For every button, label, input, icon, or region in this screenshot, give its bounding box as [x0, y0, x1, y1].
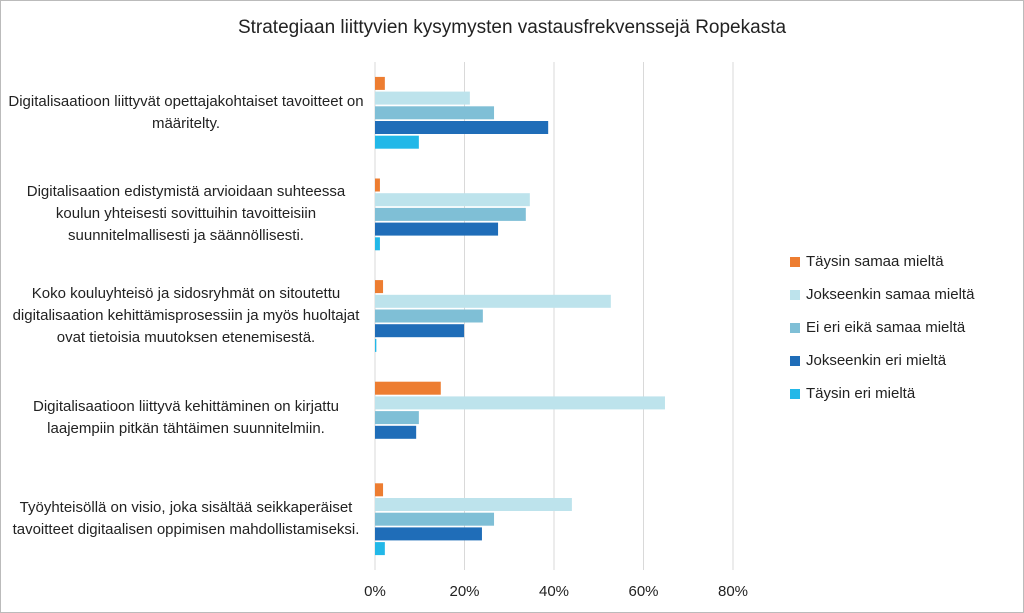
bar: [375, 324, 465, 338]
bar: [375, 338, 377, 352]
bar: [375, 542, 385, 556]
bar: [375, 425, 417, 439]
bar: [375, 121, 549, 134]
bar: [375, 280, 384, 294]
bar: [375, 309, 483, 323]
legend-swatch: [790, 323, 800, 333]
bar: [375, 135, 419, 149]
x-tick-label: 20%: [449, 583, 479, 600]
bar: [375, 193, 530, 207]
bar: [375, 483, 384, 497]
bar: [375, 207, 526, 221]
bar: [375, 222, 499, 236]
legend-label: Täysin samaa mieltä: [806, 253, 944, 270]
y-tick-label: Koko kouluyhteisö ja sidosryhmät on sito…: [12, 285, 360, 346]
legend-swatch: [790, 257, 800, 267]
legend-label: Jokseenkin eri mieltä: [806, 352, 947, 369]
bar: [375, 237, 380, 251]
y-tick-label: Työyhteisöllä on visio, joka sisältää se…: [12, 499, 360, 539]
x-tick-label: 80%: [718, 583, 748, 600]
y-tick-label: Digitalisaatioon liittyvät opettajakohta…: [8, 92, 364, 132]
legend-label: Täysin eri mieltä: [806, 385, 916, 402]
legend-swatch: [790, 356, 800, 366]
bar: [375, 106, 495, 120]
bar: [375, 91, 470, 105]
y-tick-label: Digitalisaatioon liittyvä kehittäminen o…: [33, 397, 339, 437]
bar: [375, 76, 385, 90]
bar: [375, 527, 482, 541]
legend-label: Ei eri eikä samaa mieltä: [806, 319, 966, 336]
bar: [375, 396, 665, 410]
x-tick-label: 60%: [628, 583, 658, 600]
bar: [375, 294, 611, 308]
legend-swatch: [790, 290, 800, 300]
y-tick-label: Digitalisaation edistymistä arvioidaan s…: [26, 183, 346, 245]
x-tick-label: 0%: [364, 583, 386, 600]
chart-title: Strategiaan liittyvien kysymysten vastau…: [238, 17, 787, 38]
bar: [375, 498, 572, 511]
x-tick-label: 40%: [539, 583, 569, 600]
legend-swatch: [790, 389, 800, 399]
legend-label: Jokseenkin samaa mieltä: [806, 286, 975, 303]
bar: [375, 411, 419, 425]
bar: [375, 178, 380, 192]
bar: [375, 381, 441, 395]
bar: [375, 512, 495, 526]
